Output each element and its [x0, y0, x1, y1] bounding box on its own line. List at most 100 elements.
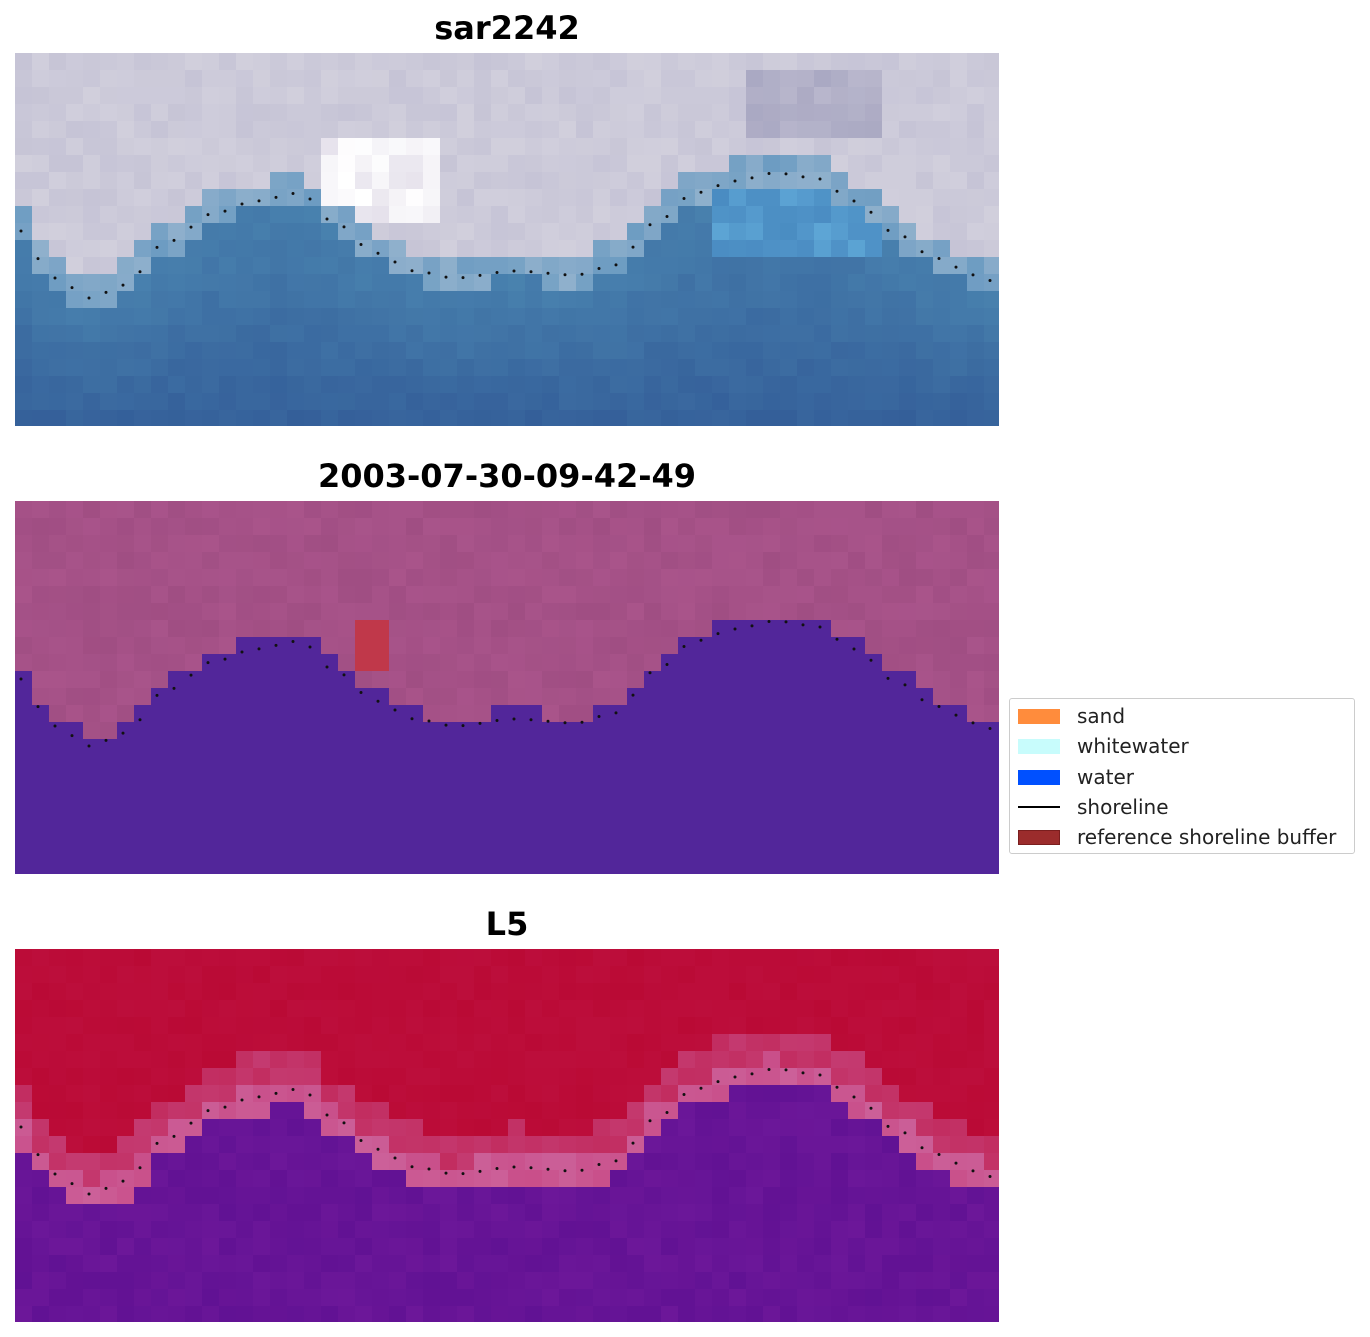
image-pixel: [661, 53, 679, 71]
image-pixel: [491, 1238, 509, 1256]
image-pixel: [49, 1119, 67, 1137]
image-pixel: [729, 274, 747, 292]
image-pixel: [372, 1204, 390, 1222]
image-pixel: [117, 342, 135, 360]
image-pixel: [134, 739, 152, 757]
image-pixel: [848, 138, 866, 156]
image-pixel: [338, 1102, 356, 1120]
image-pixel: [389, 586, 407, 604]
image-pixel: [117, 1017, 135, 1035]
image-pixel: [712, 274, 730, 292]
image-pixel: [253, 756, 271, 774]
image-pixel: [559, 342, 577, 360]
image-pixel: [712, 756, 730, 774]
image-pixel: [389, 1187, 407, 1205]
image-pixel: [253, 393, 271, 411]
image-pixel: [15, 586, 33, 604]
image-pixel: [440, 138, 458, 156]
image-pixel: [355, 824, 373, 842]
image-pixel: [423, 756, 441, 774]
image-pixel: [780, 858, 798, 874]
image-pixel: [406, 535, 424, 553]
image-pixel: [66, 1085, 84, 1103]
image-pixel: [440, 756, 458, 774]
image-pixel: [848, 308, 866, 326]
image-pixel: [474, 1000, 492, 1018]
image-pixel: [338, 1136, 356, 1154]
image-pixel: [321, 1085, 339, 1103]
image-pixel: [423, 841, 441, 859]
image-pixel: [457, 1051, 475, 1069]
image-pixel: [321, 104, 339, 122]
image-pixel: [763, 155, 781, 173]
image-pixel: [508, 121, 526, 139]
image-pixel: [168, 1068, 186, 1086]
image-pixel: [916, 87, 934, 105]
image-pixel: [406, 87, 424, 105]
image-pixel: [355, 1034, 373, 1052]
image-pixel: [882, 620, 900, 638]
image-pixel: [32, 858, 50, 874]
shoreline-point: [580, 1168, 584, 1172]
image-pixel: [933, 104, 951, 122]
image-pixel: [508, 87, 526, 105]
image-pixel: [185, 688, 203, 706]
image-pixel: [117, 518, 135, 536]
image-pixel: [15, 756, 33, 774]
shoreline-point: [784, 620, 788, 624]
image-pixel: [15, 722, 33, 740]
image-pixel: [491, 1221, 509, 1239]
shoreline-point: [733, 179, 737, 183]
image-pixel: [559, 790, 577, 808]
image-pixel: [933, 342, 951, 360]
image-pixel: [49, 569, 67, 587]
image-pixel: [304, 393, 322, 411]
image-pixel: [848, 410, 866, 426]
image-pixel: [865, 87, 883, 105]
image-pixel: [83, 773, 101, 791]
image-pixel: [202, 671, 220, 689]
image-pixel: [916, 1170, 934, 1188]
image-pixel: [117, 274, 135, 292]
image-pixel: [151, 671, 169, 689]
image-pixel: [644, 1153, 662, 1171]
image-pixel: [100, 722, 118, 740]
image-pixel: [627, 1170, 645, 1188]
image-pixel: [899, 87, 917, 105]
image-pixel: [882, 790, 900, 808]
image-pixel: [610, 501, 628, 519]
image-pixel: [49, 1255, 67, 1273]
image-pixel: [321, 966, 339, 984]
image-pixel: [848, 518, 866, 536]
image-pixel: [542, 1255, 560, 1273]
image-pixel: [287, 790, 305, 808]
image-pixel: [134, 722, 152, 740]
image-pixel: [644, 325, 662, 343]
image-pixel: [185, 1204, 203, 1222]
image-pixel: [270, 790, 288, 808]
image-pixel: [355, 1204, 373, 1222]
image-pixel: [49, 688, 67, 706]
image-pixel: [423, 1255, 441, 1273]
image-pixel: [236, 841, 254, 859]
image-pixel: [542, 325, 560, 343]
image-pixel: [304, 1153, 322, 1171]
image-pixel: [916, 1136, 934, 1154]
image-pixel: [66, 722, 84, 740]
image-pixel: [406, 569, 424, 587]
image-pixel: [304, 1085, 322, 1103]
image-pixel: [49, 138, 67, 156]
image-pixel: [576, 1289, 594, 1307]
image-pixel: [151, 1017, 169, 1035]
image-pixel: [593, 1085, 611, 1103]
image-pixel: [984, 1204, 999, 1222]
image-pixel: [576, 1255, 594, 1273]
shoreline-point: [597, 715, 601, 719]
image-pixel: [525, 722, 543, 740]
image-pixel: [117, 1119, 135, 1137]
image-pixel: [185, 1255, 203, 1273]
image-pixel: [15, 223, 33, 241]
shoreline-point: [240, 202, 244, 206]
image-pixel: [202, 654, 220, 672]
image-pixel: [814, 189, 832, 207]
